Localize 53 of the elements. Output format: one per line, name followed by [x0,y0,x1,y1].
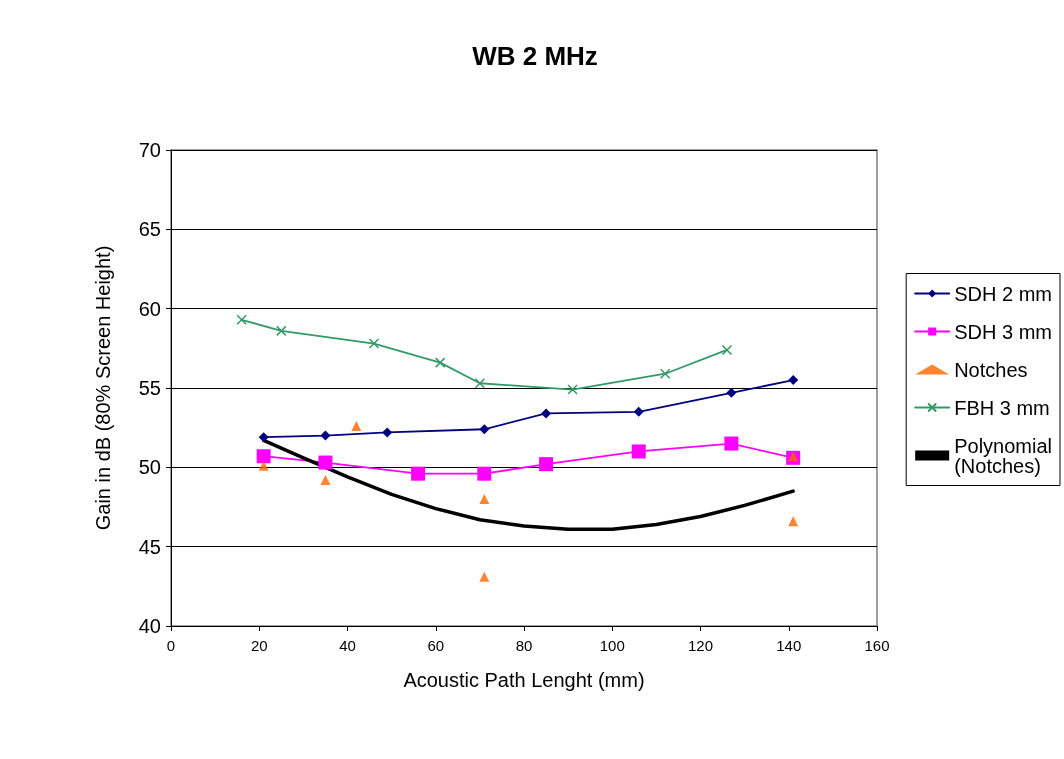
point [276,325,287,337]
y-tick-label: 60 [138,297,161,320]
point [477,466,492,481]
point [236,314,247,326]
point [368,338,380,349]
y-tick-label: 65 [138,218,161,241]
point [633,406,644,417]
x-tick-label: 0 [166,637,176,654]
chart-title: WB 2 MHz [472,41,598,71]
point [541,408,552,419]
x-tick-label: 160 [864,637,890,654]
x-tick-label: 20 [250,637,268,654]
point [721,344,733,356]
point [320,430,331,441]
point [474,377,486,389]
point [318,455,333,470]
y-axis-title: Gain in dB (80% Screen Height) [92,245,114,531]
point [539,457,554,472]
point [631,444,646,459]
point [258,432,269,443]
point [479,494,490,505]
x-tick-label: 60 [427,637,445,654]
x-axis-title: Acoustic Path Lenght (mm) [403,669,645,691]
point [256,449,271,464]
legend-label: FBH 3 mm [954,396,1050,419]
point [479,424,490,435]
legend-label: Notches [954,358,1028,381]
y-tick-label: 40 [138,615,161,637]
x-tick-label: 120 [687,637,714,654]
point [726,387,737,398]
y-tick-label: 70 [138,139,161,161]
point [351,421,362,432]
point [411,466,426,481]
y-tick-label: 50 [138,456,161,479]
y-tick-label: 45 [138,535,161,558]
point [320,475,331,486]
point [788,375,799,386]
point [382,427,393,438]
x-tick-label: 140 [776,637,802,654]
point [434,357,446,368]
point [258,460,269,471]
point [659,368,671,379]
legend-label: SDH 2 mm [954,282,1052,305]
point [479,571,490,582]
x-tick-label: 40 [339,637,356,654]
point [567,384,578,395]
legend-label: Polynomial (Notches) [954,434,1053,477]
y-tick-label: 55 [138,377,161,399]
point [724,436,739,451]
legend-label: SDH 3 mm [954,320,1052,343]
x-tick-label: 80 [515,637,533,654]
x-tick-label: 100 [599,637,625,654]
point [788,516,799,527]
